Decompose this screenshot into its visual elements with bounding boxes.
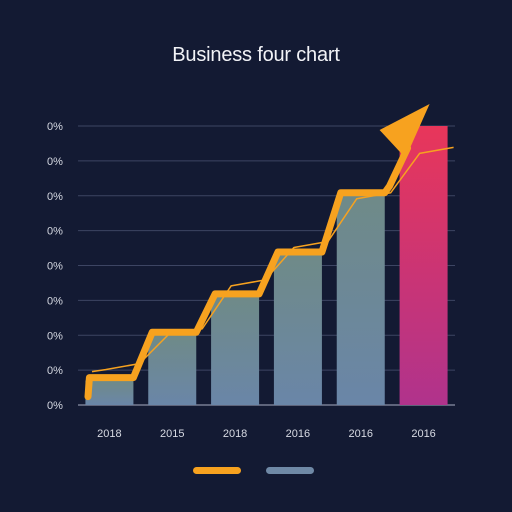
x-tick-label: 2016: [411, 428, 435, 440]
legend-swatch-line: [193, 467, 241, 474]
y-tick-label: 0%: [47, 156, 63, 168]
x-tick-labels: 2018 2015 2018 2016 2016 2016: [97, 428, 436, 440]
trend-arrow-icon: [379, 104, 430, 158]
bar: [336, 195, 385, 405]
y-tick-label: 0%: [47, 226, 63, 238]
trend-line-primary: [84, 144, 412, 401]
y-tick-label: 0%: [47, 261, 63, 273]
trend-lines: [84, 104, 454, 401]
x-tick-label: 2015: [160, 428, 184, 440]
legend: [193, 467, 314, 474]
x-tick-label: 2018: [223, 428, 247, 440]
x-tick-label: 2016: [286, 428, 310, 440]
bar: [273, 255, 322, 405]
y-tick-labels: 0% 0% 0% 0% 0% 0% 0% 0% 0%: [47, 121, 63, 412]
x-tick-label: 2016: [349, 428, 373, 440]
grid-lines: [78, 125, 455, 406]
y-tick-label: 0%: [47, 191, 63, 203]
y-tick-label: 0%: [47, 295, 63, 307]
trend-line-secondary: [91, 146, 454, 373]
y-tick-label: 0%: [47, 400, 63, 412]
y-tick-label: 0%: [47, 330, 63, 342]
bar: [85, 380, 134, 405]
y-tick-label: 0%: [47, 365, 63, 377]
x-tick-label: 2018: [97, 428, 121, 440]
highlight-bar: [399, 126, 448, 405]
bar: [211, 296, 260, 405]
bar: [148, 335, 197, 405]
chart-title: Business four chart: [172, 44, 340, 66]
y-tick-label: 0%: [47, 121, 63, 133]
legend-swatch-bars: [266, 467, 314, 474]
